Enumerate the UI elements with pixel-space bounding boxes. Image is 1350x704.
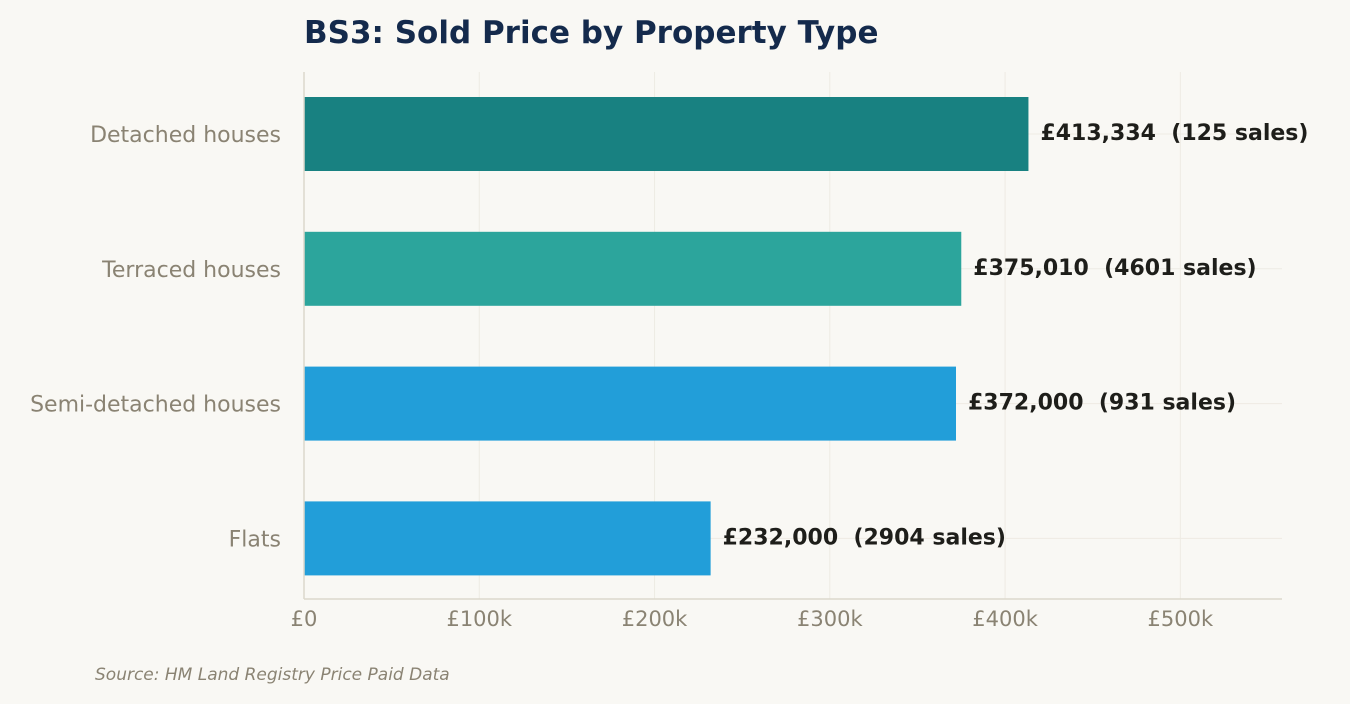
bar: [304, 366, 956, 441]
x-tick-label: £400k: [972, 607, 1038, 631]
x-tick-label: £100k: [446, 607, 512, 631]
value-label: £232,000 (2904 sales): [723, 525, 1006, 550]
category-label: Flats: [229, 527, 281, 552]
bar: [304, 231, 962, 306]
source-note: Source: HM Land Registry Price Paid Data: [95, 665, 450, 685]
category-label: Terraced houses: [101, 258, 281, 283]
x-tick-label: £0: [291, 607, 318, 631]
bar: [304, 97, 1029, 171]
value-label: £413,334 (125 sales): [1040, 121, 1308, 146]
category-label: Semi-detached houses: [30, 393, 281, 418]
x-tick-label: £300k: [797, 607, 863, 631]
axes: [303, 72, 1282, 600]
x-tick-label: £500k: [1148, 607, 1214, 631]
category-label: Detached houses: [90, 123, 281, 148]
x-tick-label: £200k: [622, 607, 688, 631]
bars: [304, 97, 1029, 576]
labels: £0 £100k £200k £300k £400k £500k Detached hous…: [30, 121, 1308, 631]
bar: [304, 501, 711, 576]
value-label: £372,000 (931 sales): [968, 391, 1236, 416]
chart-title: BS3: Sold Price by Property Type: [304, 15, 878, 51]
value-label: £375,010 (4601 sales): [973, 256, 1256, 281]
